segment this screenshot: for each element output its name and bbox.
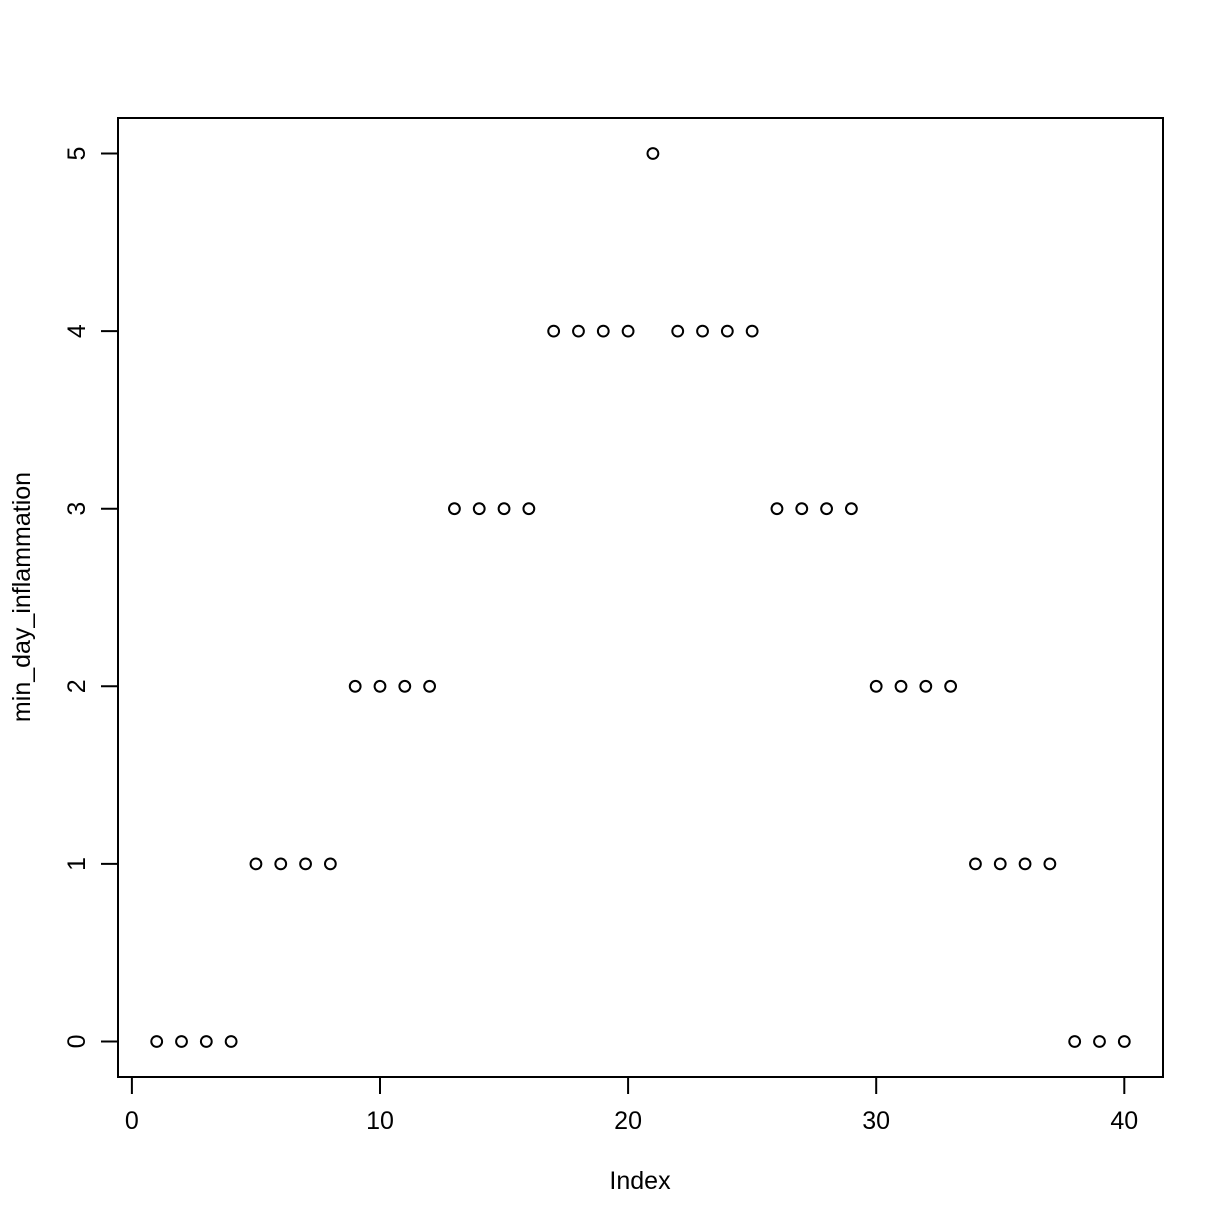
svg-text:2: 2 xyxy=(63,679,91,693)
svg-text:20: 20 xyxy=(614,1107,642,1135)
svg-text:min_day_inflammation: min_day_inflammation xyxy=(8,472,36,722)
svg-text:40: 40 xyxy=(1110,1107,1138,1135)
svg-text:3: 3 xyxy=(63,502,91,516)
svg-text:10: 10 xyxy=(366,1107,394,1135)
svg-text:1: 1 xyxy=(63,857,91,871)
svg-text:30: 30 xyxy=(862,1107,890,1135)
svg-text:0: 0 xyxy=(63,1035,91,1049)
svg-text:Index: Index xyxy=(609,1167,671,1195)
svg-text:4: 4 xyxy=(63,324,91,338)
svg-text:5: 5 xyxy=(63,147,91,161)
svg-text:0: 0 xyxy=(125,1107,139,1135)
